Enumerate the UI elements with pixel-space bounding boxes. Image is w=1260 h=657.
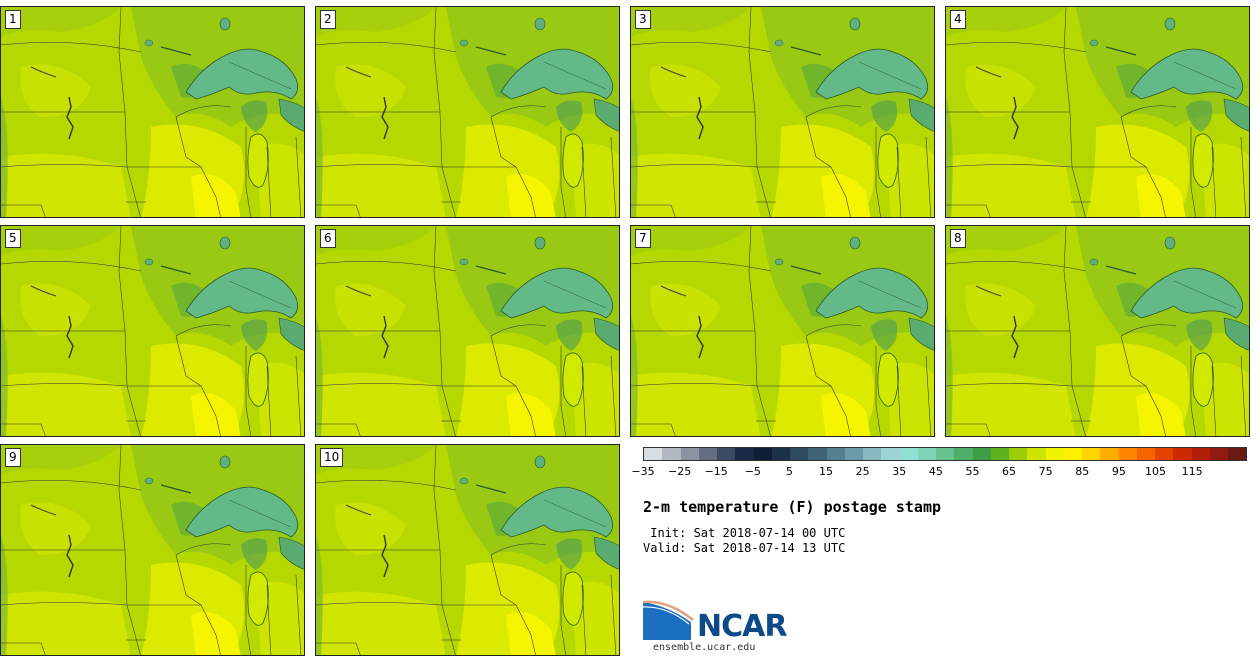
- colorbar-tick-label: 65: [1002, 465, 1017, 478]
- colorbar-cell: [1100, 448, 1119, 460]
- member-panel-7: 7: [630, 225, 935, 437]
- colorbar-tick-label: −35: [631, 465, 655, 478]
- member-panel-8: 8: [945, 225, 1250, 437]
- temperature-map: [946, 226, 1249, 436]
- colorbar-cell: [1136, 448, 1155, 460]
- colorbar-cell: [1082, 448, 1101, 460]
- panel-label: 9: [5, 448, 21, 467]
- website-url: ensemble.ucar.edu: [653, 642, 756, 653]
- init-time: Init: Sat 2018-07-14 00 UTC: [643, 526, 846, 540]
- colorbar-cell: [1045, 448, 1064, 460]
- colorbar-cell: [680, 448, 699, 460]
- colorbar-cell: [972, 448, 991, 460]
- panel-label: 6: [320, 229, 336, 248]
- colorbar-cell: [698, 448, 717, 460]
- temperature-map: [631, 226, 934, 436]
- colorbar-tick-label: 115: [1181, 465, 1203, 478]
- colorbar-cell: [717, 448, 736, 460]
- temperature-map: [631, 7, 934, 217]
- colorbar-cell: [808, 448, 827, 460]
- colorbar-cell: [753, 448, 772, 460]
- member-panel-2: 2: [315, 6, 620, 218]
- figure-title: 2-m temperature (F) postage stamp: [643, 498, 942, 516]
- colorbar-cell: [936, 448, 955, 460]
- colorbar-cell: [863, 448, 882, 460]
- colorbar-tick-label: 75: [1038, 465, 1053, 478]
- colorbar-cell: [1027, 448, 1046, 460]
- temperature-map: [1, 445, 304, 655]
- panel-label: 1: [5, 10, 21, 29]
- colorbar-tick-label: 85: [1075, 465, 1090, 478]
- colorbar-cell: [1118, 448, 1137, 460]
- panel-label: 7: [635, 229, 651, 248]
- colorbar-cell: [881, 448, 900, 460]
- colorbar-cell: [662, 448, 681, 460]
- colorbar-tick-label: 55: [965, 465, 980, 478]
- panel-label: 2: [320, 10, 336, 29]
- colorbar-cell: [1009, 448, 1028, 460]
- temperature-colorbar: [643, 447, 1247, 461]
- colorbar-cell: [1173, 448, 1192, 460]
- colorbar-cell: [790, 448, 809, 460]
- colorbar-tick-label: 25: [855, 465, 870, 478]
- panel-label: 5: [5, 229, 21, 248]
- ncar-logo-text: NCAR: [697, 609, 787, 644]
- colorbar-tick-label: 5: [785, 465, 793, 478]
- panel-label: 3: [635, 10, 651, 29]
- colorbar-cell: [735, 448, 754, 460]
- member-panel-1: 1: [0, 6, 305, 218]
- temperature-map: [316, 445, 619, 655]
- valid-time: Valid: Sat 2018-07-14 13 UTC: [643, 541, 846, 555]
- colorbar-cell: [771, 448, 790, 460]
- colorbar-tick-label: −25: [667, 465, 692, 478]
- member-panel-6: 6: [315, 225, 620, 437]
- panel-label: 4: [950, 10, 966, 29]
- colorbar-cell: [990, 448, 1009, 460]
- colorbar-cell: [1063, 448, 1082, 460]
- colorbar-cell: [1155, 448, 1174, 460]
- temperature-map: [1, 7, 304, 217]
- colorbar-cell: [844, 448, 863, 460]
- panel-label: 10: [320, 448, 344, 467]
- colorbar-tick-label: 95: [1111, 465, 1126, 478]
- member-panel-5: 5: [0, 225, 305, 437]
- colorbar-cell: [1191, 448, 1210, 460]
- temperature-map: [316, 226, 619, 436]
- member-panel-3: 3: [630, 6, 935, 218]
- colorbar-tick-label: −15: [704, 465, 728, 478]
- colorbar-cell: [826, 448, 845, 460]
- colorbar-cell: [1209, 448, 1228, 460]
- colorbar-tick-label: 35: [892, 465, 907, 478]
- temperature-map: [316, 7, 619, 217]
- member-panel-4: 4: [945, 6, 1250, 218]
- member-panel-10: 10: [315, 444, 620, 656]
- colorbar-tick-label: 105: [1144, 465, 1166, 478]
- colorbar-cell: [644, 448, 663, 460]
- colorbar-cell: [954, 448, 973, 460]
- temperature-map: [1, 226, 304, 436]
- member-panel-9: 9: [0, 444, 305, 656]
- colorbar-tick-label: 15: [819, 465, 834, 478]
- colorbar-cell: [1228, 448, 1247, 460]
- panel-label: 8: [950, 229, 966, 248]
- colorbar-tick-label: 45: [928, 465, 943, 478]
- colorbar-ticks: −35 −25 −15 −5 5 15 25 35 45 55 65 75 85 95 105 115: [631, 465, 1247, 481]
- colorbar-cell: [899, 448, 918, 460]
- colorbar-tick-label: −5: [744, 465, 761, 478]
- ncar-logo-icon: [643, 600, 694, 640]
- temperature-map: [946, 7, 1249, 217]
- colorbar-cell: [917, 448, 936, 460]
